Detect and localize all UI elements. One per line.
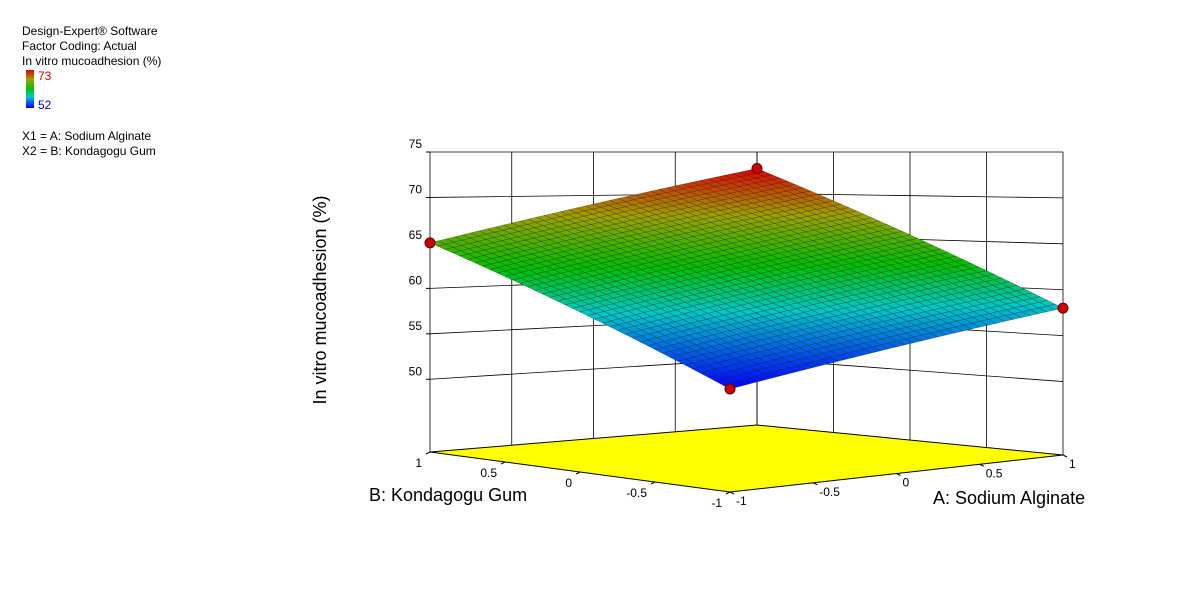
y-tick-label: 1 [415,456,422,470]
y-tick [725,491,731,495]
design-point [1057,302,1069,314]
x-tick [1062,454,1068,458]
x-tick [979,463,984,467]
x-tick-label: -0.5 [819,485,840,499]
x-axis-label: A: Sodium Alginate [933,488,1085,508]
y-tick-label: 0 [565,476,572,490]
x-tick-label: -1 [736,494,747,508]
floor [429,424,1064,493]
z-tick-label: 60 [409,273,423,287]
z-tick-label: 70 [409,182,423,196]
z-tick-label: 75 [409,137,423,151]
y-tick [575,471,581,475]
y-tick [650,481,656,485]
software: Design-Expert® Software [22,24,158,38]
y-axis-label: B: Kondagogu Gum [369,485,527,505]
design-point [751,163,763,175]
color-min: 52 [38,98,52,112]
y-tick-label: -1 [711,496,722,510]
z-tick-label: 65 [409,228,423,242]
factor-x2: X2 = B: Kondagogu Gum [22,144,156,158]
response: In vitro mucoadhesion (%) [22,54,161,68]
z-tick-label: 55 [409,319,423,333]
y-tick [425,451,431,455]
plot: 50 55 60 65 70 75 -1 -0.5 0 0.5 1 -1 -0.5 0 0.5 1 [409,137,1076,510]
x-tick-label: 0 [903,476,910,490]
color-max: 73 [38,69,52,83]
x-tick-label: 1 [1069,457,1076,471]
colorbar [26,70,34,108]
coding: Factor Coding: Actual [22,39,137,53]
x-tick [813,482,818,486]
x-tick-label: 0.5 [986,466,1003,480]
x-tick [729,491,735,495]
z-axis-label: In vitro mucoadhesion (%) [310,195,330,404]
design-point [724,383,736,395]
factor-x1: X1 = A: Sodium Alginate [22,129,151,143]
x-tick [896,473,901,476]
y-tick-label: 0.5 [480,466,497,480]
y-tick-label: -0.5 [626,486,647,500]
y-tick [500,461,506,465]
design-point [424,237,436,249]
z-tick-label: 50 [409,364,423,378]
